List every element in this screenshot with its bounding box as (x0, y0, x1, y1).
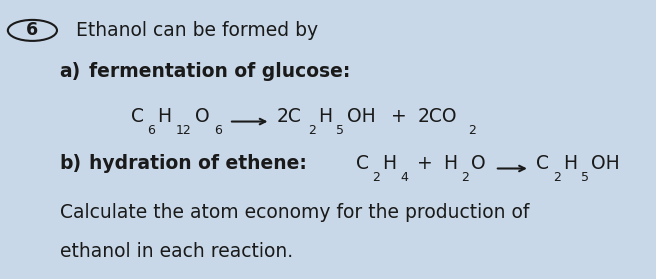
Text: Ethanol can be formed by: Ethanol can be formed by (75, 21, 318, 40)
Text: 4: 4 (400, 171, 408, 184)
Text: H: H (443, 153, 457, 172)
Text: 2CO: 2CO (417, 107, 457, 126)
Text: hydration of ethene:: hydration of ethene: (89, 153, 313, 172)
Text: C: C (131, 107, 144, 126)
Text: 6: 6 (26, 21, 39, 39)
Text: +: + (417, 153, 432, 172)
Text: H: H (382, 153, 396, 172)
Text: 5: 5 (581, 171, 589, 184)
Text: a): a) (60, 62, 81, 81)
Text: H: H (157, 107, 171, 126)
Text: 2: 2 (553, 171, 561, 184)
Text: Calculate the atom economy for the production of: Calculate the atom economy for the produ… (60, 203, 529, 222)
Text: +: + (391, 107, 407, 126)
Text: OH: OH (591, 153, 620, 172)
Text: O: O (195, 107, 210, 126)
Text: 2C: 2C (277, 107, 302, 126)
Text: C: C (536, 153, 549, 172)
Text: 6: 6 (147, 124, 155, 137)
Text: 2: 2 (308, 124, 316, 137)
Text: H: H (563, 153, 577, 172)
Text: b): b) (60, 153, 82, 172)
Text: ethanol in each reaction.: ethanol in each reaction. (60, 242, 293, 261)
Text: 2: 2 (372, 171, 380, 184)
Text: O: O (471, 153, 485, 172)
Text: C: C (356, 153, 369, 172)
Text: OH: OH (346, 107, 375, 126)
Text: fermentation of glucose:: fermentation of glucose: (89, 62, 350, 81)
Text: 12: 12 (175, 124, 191, 137)
Text: 5: 5 (337, 124, 344, 137)
Text: 6: 6 (214, 124, 222, 137)
Text: 2: 2 (461, 171, 469, 184)
Text: 2: 2 (468, 124, 476, 137)
Text: H: H (319, 107, 333, 126)
